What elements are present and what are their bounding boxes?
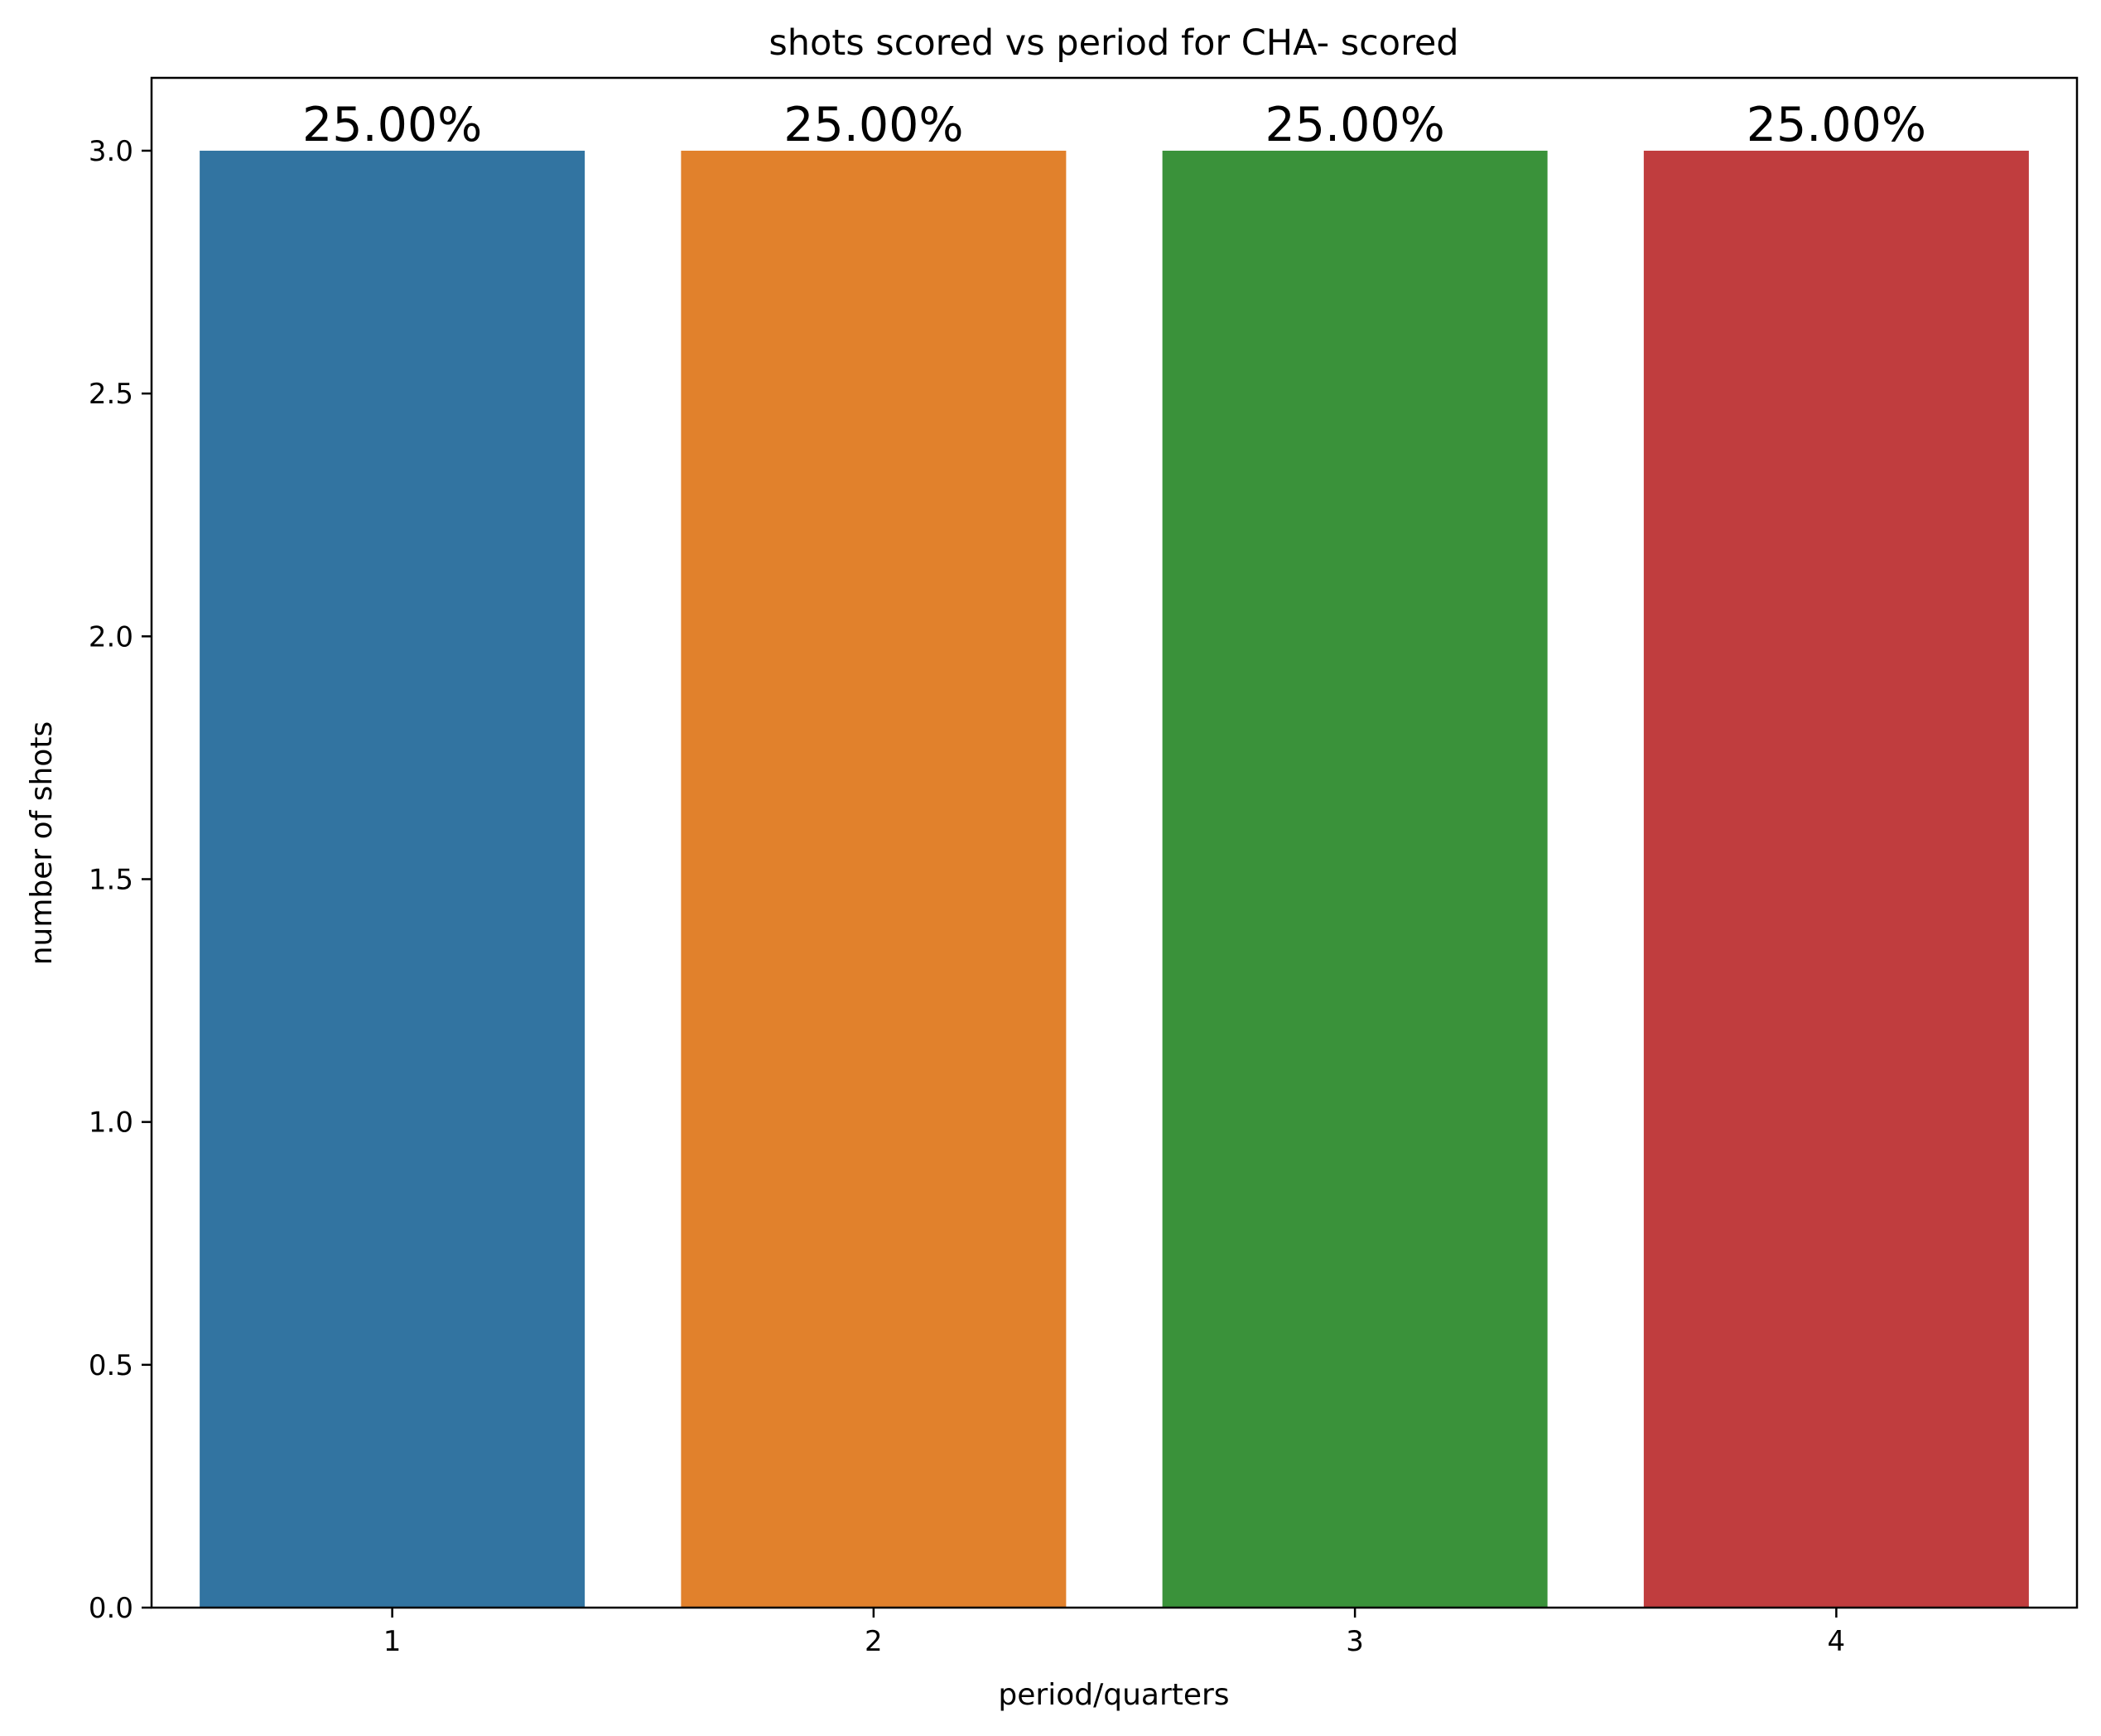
bar-period-2 <box>681 150 1067 1608</box>
y-tick-label: 1.5 <box>89 863 133 896</box>
bars-group <box>200 150 2029 1608</box>
data-label-period-4: 25.00% <box>1747 98 1926 152</box>
x-tick-label: 4 <box>1828 1625 1846 1658</box>
y-tick-label: 0.5 <box>89 1349 133 1382</box>
y-tick-label: 2.5 <box>89 378 133 411</box>
y-axis-ticks: 0.0 0.5 1.0 1.5 2.0 2.5 3.0 <box>89 135 152 1625</box>
bar-period-4 <box>1643 150 2029 1608</box>
y-tick-label: 3.0 <box>89 135 133 168</box>
y-axis-label: number of shots <box>25 721 59 966</box>
y-tick-label: 2.0 <box>89 620 133 653</box>
y-tick-label: 0.0 <box>89 1592 133 1625</box>
x-tick-label: 1 <box>383 1625 402 1658</box>
data-labels-group: 25.00% 25.00% 25.00% 25.00% <box>302 98 1926 152</box>
plot-frame <box>150 76 2079 1609</box>
x-tick-label: 3 <box>1346 1625 1364 1658</box>
data-label-period-1: 25.00% <box>302 98 482 152</box>
bar-period-1 <box>200 150 585 1608</box>
x-axis-label: period/quarters <box>998 1678 1229 1712</box>
y-tick-label: 1.0 <box>89 1107 133 1140</box>
data-label-period-3: 25.00% <box>1265 98 1444 152</box>
data-label-period-2: 25.00% <box>783 98 963 152</box>
x-axis-ticks: 1 2 3 4 <box>383 1608 1845 1658</box>
bar-period-3 <box>1162 150 1548 1608</box>
x-tick-label: 2 <box>865 1625 883 1658</box>
chart-title: shots scored vs period for CHA- scored <box>769 22 1458 64</box>
